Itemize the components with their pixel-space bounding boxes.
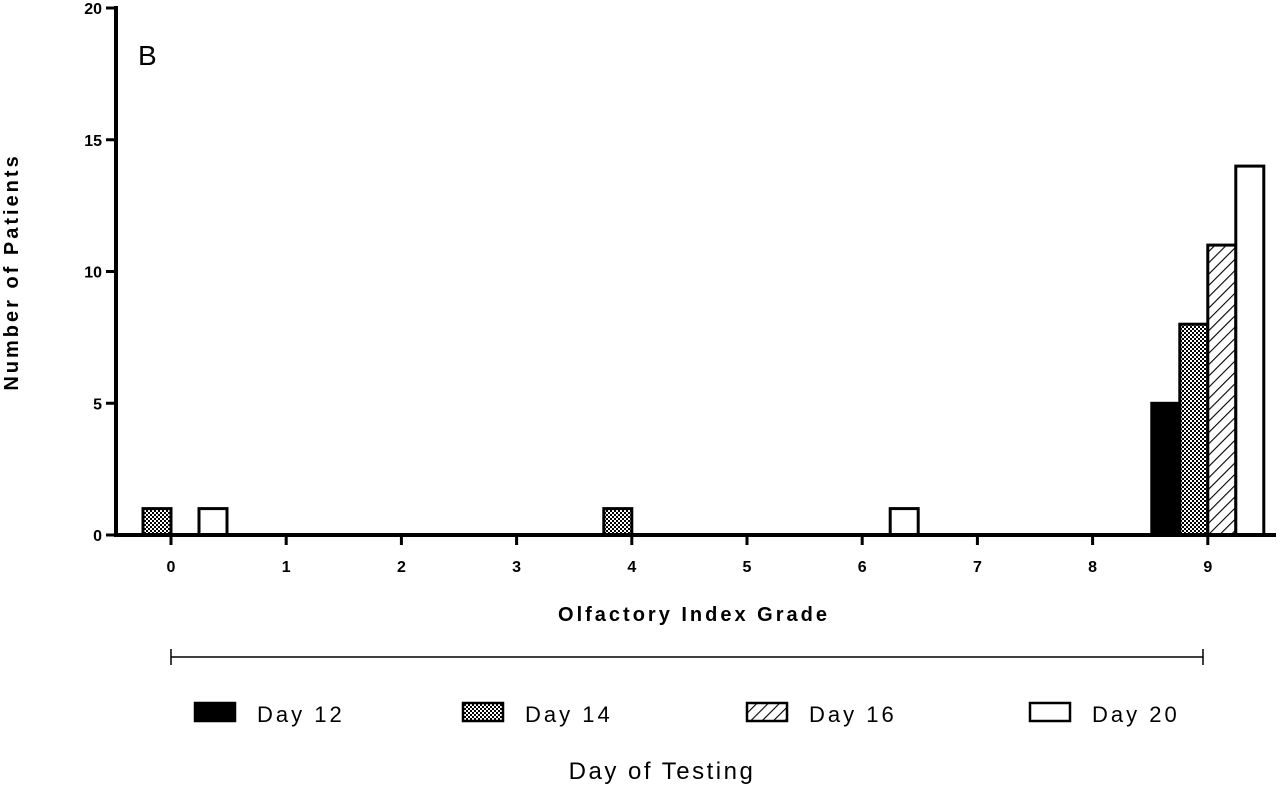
bars-group <box>141 164 1266 537</box>
bar-day-14-grade-9 <box>1178 322 1210 537</box>
y-tick-label: 5 <box>93 396 102 413</box>
y-tick-label: 10 <box>84 265 102 282</box>
y-tick-label: 20 <box>84 1 102 18</box>
bar-day-14-grade-0 <box>141 507 173 537</box>
x-tick-label: 1 <box>282 559 291 576</box>
legend-swatch-day-16 <box>745 701 789 723</box>
panel-label: B <box>138 40 157 71</box>
bar-day-12-grade-9 <box>1150 401 1182 537</box>
bar-day-14-grade-4 <box>602 507 634 537</box>
x-tick-label: 2 <box>397 559 406 576</box>
legend-swatch-day-14 <box>461 701 505 723</box>
y-axis-title: Number of Patients <box>1 153 23 390</box>
legend-label-day-12: Day 12 <box>257 702 345 727</box>
legend-label-day-20: Day 20 <box>1092 702 1180 727</box>
bar-day-20-grade-0 <box>197 507 229 537</box>
bar-day-20-grade-6 <box>888 507 920 537</box>
legend-title: Day of Testing <box>569 758 756 785</box>
x-tick-labels: 0 1 2 3 4 5 6 7 8 9 <box>167 535 1212 576</box>
legend-label-day-16: Day 16 <box>809 702 897 727</box>
x-tick-label: 0 <box>167 559 176 576</box>
legend-label-day-14: Day 14 <box>525 702 613 727</box>
x-axis-title: Olfactory Index Grade <box>558 604 830 626</box>
x-tick-label: 5 <box>743 559 752 576</box>
x-tick-label: 3 <box>512 559 521 576</box>
y-tick-label: 15 <box>84 133 102 150</box>
bar-day-20-grade-9 <box>1234 164 1266 537</box>
legend-swatch-day-12 <box>193 701 237 723</box>
x-tick-label: 4 <box>627 559 636 576</box>
axes-group <box>114 6 1276 537</box>
x-tick-label: 7 <box>973 559 982 576</box>
y-tick-label: 0 <box>93 528 102 545</box>
x-tick-label: 9 <box>1203 559 1212 576</box>
bar-day-16-grade-9 <box>1206 243 1238 537</box>
x-tick-label: 6 <box>858 559 867 576</box>
legend-swatch-day-20 <box>1028 701 1072 723</box>
legend-range-bracket <box>170 649 1204 665</box>
x-tick-label: 8 <box>1088 559 1097 576</box>
y-tick-labels: 0 5 10 15 20 <box>84 1 116 545</box>
legend: Day 12 Day 14 Day 16 Day 20 <box>193 701 1180 727</box>
